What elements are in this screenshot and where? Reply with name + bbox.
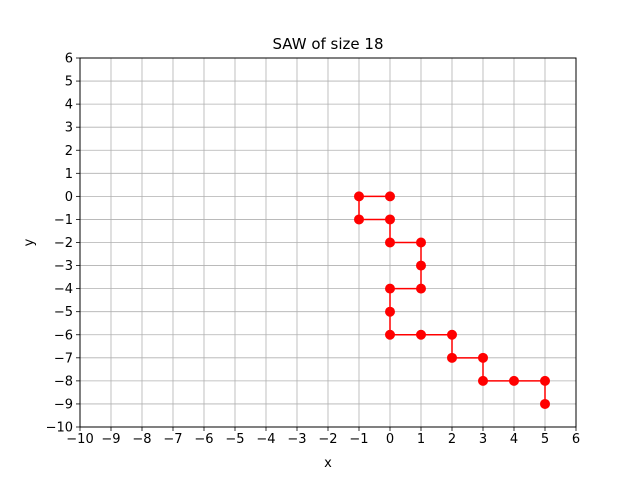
walk-point [478,352,488,363]
y-tick-label: −10 [46,421,73,436]
y-tick-label: 2 [65,144,73,159]
chart-title: SAW of size 18 [272,35,383,53]
x-tick-label: 2 [448,432,456,447]
walk-point [385,283,395,294]
walk-point [540,398,550,409]
x-tick-label: 4 [510,432,518,447]
x-tick-label: −5 [225,432,244,447]
y-tick-label: −4 [54,282,73,297]
walk-point [385,237,395,248]
walk-point [447,329,457,340]
walk-point [478,375,488,386]
x-tick-label: −3 [287,432,306,447]
walk-point [385,329,395,340]
walk-point [416,237,426,248]
y-tick-label: −8 [54,374,73,389]
series [354,191,550,409]
x-axis-label: x [324,456,332,471]
x-tick-label: −7 [163,432,182,447]
x-tick-label: −9 [101,432,120,447]
walk-point [509,375,519,386]
x-tick-label: 3 [479,432,487,447]
y-axis-label: y [22,238,37,246]
y-tick-label: −1 [54,213,73,228]
x-tick-label: 0 [386,432,394,447]
y-tick-label: 5 [65,75,73,90]
y-tick-label: 3 [65,121,73,136]
x-tick-label: 6 [572,432,580,447]
y-tick-label: 6 [65,52,73,67]
plot-frame [79,57,577,428]
walk-point [416,329,426,340]
x-tick-label: −1 [349,432,368,447]
walk-point [385,306,395,317]
walk-point [385,214,395,225]
x-tick-label: −10 [66,432,93,447]
y-tick-label: −9 [54,397,73,412]
y-tick-label: −3 [54,259,73,274]
walk-point [385,191,395,202]
x-tick-label: −4 [256,432,275,447]
y-tick-label: −7 [54,351,73,366]
x-tick-label: 5 [541,432,549,447]
walk-point [540,375,550,386]
y-tick-label: 0 [65,190,73,205]
x-tick-label: −2 [318,432,337,447]
walk-point [416,283,426,294]
y-tick-label: 1 [65,167,73,182]
y-tick-label: −2 [54,236,73,251]
y-tick-label: −6 [54,328,73,343]
x-tick-label: 1 [417,432,425,447]
walk-point [447,352,457,363]
ticks: −10 −9 −8 −7 −6 −5 −4 −3 −2 −1 0 1 2 3 4 5 6−10−9−8−7−6−… [46,52,581,448]
y-tick-label: 4 [65,98,73,113]
walk-point [354,214,364,225]
walk-point [416,260,426,271]
walk-point [354,191,364,202]
y-tick-label: −5 [54,305,73,320]
x-tick-label: −6 [194,432,213,447]
x-tick-label: −8 [132,432,151,447]
